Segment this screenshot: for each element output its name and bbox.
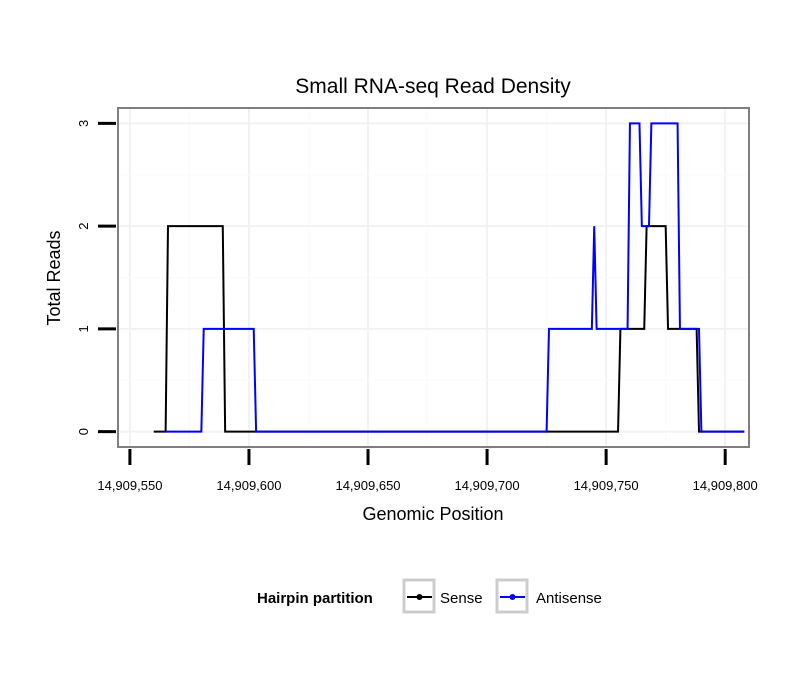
legend-item-antisense: Antisense [495,578,602,614]
legend-item-sense: Sense [402,578,483,614]
x-tick-label: 14,909,550 [97,478,162,493]
chart-title: Small RNA-seq Read Density [295,75,571,98]
legend: Hairpin partition Sense Antisense [257,578,602,614]
plot-panel-border [117,107,750,448]
y-axis-title: Total Reads [44,230,64,325]
legend-label-antisense: Antisense [536,590,602,607]
legend-title: Hairpin partition [257,590,373,607]
y-tick-label: 2 [76,223,91,230]
x-tick-label: 14,909,600 [216,478,281,493]
x-tick-label: 14,909,800 [693,478,758,493]
series-line-antisense [165,122,745,433]
legend-dot-antisense [509,594,516,600]
y-tick-label: 0 [76,428,91,435]
x-tick-label: 14,909,750 [574,478,639,493]
series-lines [153,122,745,433]
x-axis-title: Genomic Position [362,504,503,524]
legend-label-sense: Sense [440,590,483,607]
x-axis: 14,909,550 14,909,600 14,909,650 14,909,700… [97,449,758,493]
y-tick-label: 1 [76,325,91,332]
legend-dot-sense [416,594,423,600]
y-tick-label: 3 [76,120,91,127]
x-tick-label: 14,909,700 [455,478,520,493]
x-tick-label: 14,909,650 [335,478,400,493]
y-axis: 0 1 2 3 [76,120,116,435]
